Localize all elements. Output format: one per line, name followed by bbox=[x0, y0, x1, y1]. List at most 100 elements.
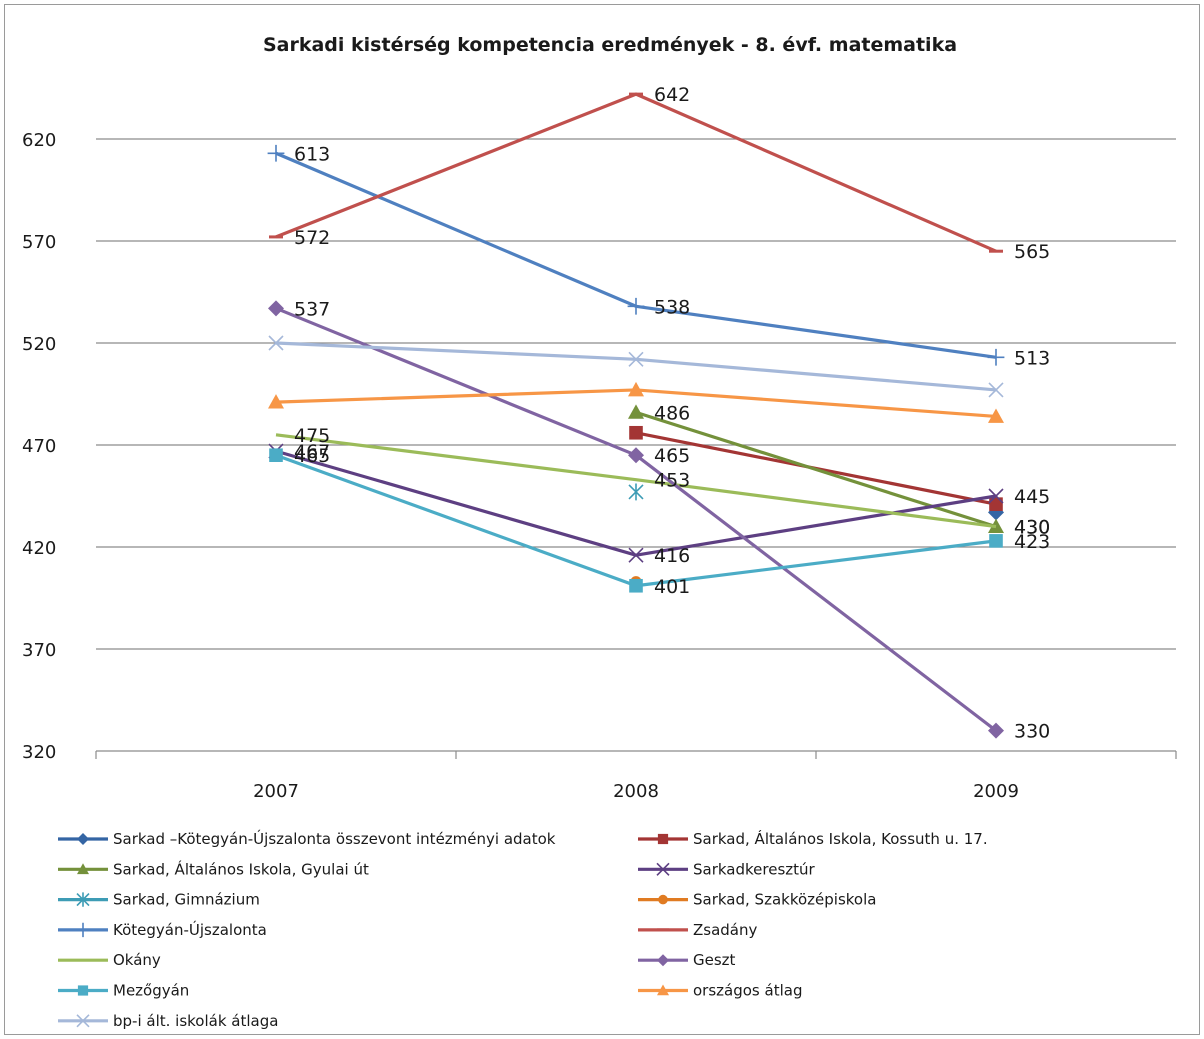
legend-marker bbox=[77, 833, 89, 845]
legend-item-orszagos-atlag: országos átlag bbox=[638, 982, 802, 1000]
legend-item-sarkad-szakkozepiskola: Sarkad, Szakközépiskola bbox=[638, 891, 876, 909]
series-sarkad-gimnazium bbox=[628, 483, 644, 501]
legend-label: bp-i ált. iskolák átlaga bbox=[113, 1012, 278, 1030]
data-label: 486 bbox=[654, 402, 690, 424]
series-geszt bbox=[268, 300, 1004, 739]
legend: Sarkad –Kötegyán-Újszalonta összevont in… bbox=[58, 829, 988, 1030]
legend-item-bp-i-alt-iskolak-atlaga: bp-i ált. iskolák átlaga bbox=[58, 1012, 278, 1030]
series-line bbox=[275, 453, 997, 588]
data-point bbox=[988, 722, 1004, 739]
legend-marker bbox=[76, 1014, 90, 1028]
chart-title: Sarkadi kistérség kompetencia eredmények… bbox=[263, 34, 957, 56]
legend-marker bbox=[658, 894, 668, 905]
data-labels: 486 430 467 416 445 613 538 513 572 642 565 475 453 4… bbox=[294, 84, 1050, 742]
x-tick-label: 2009 bbox=[973, 781, 1019, 802]
data-point bbox=[987, 348, 1005, 366]
x-tick-label: 2007 bbox=[253, 781, 299, 802]
data-point bbox=[989, 534, 1003, 548]
data-label: 613 bbox=[294, 143, 330, 165]
data-label: 430 bbox=[1014, 517, 1050, 539]
data-label: 416 bbox=[654, 545, 690, 567]
y-tick-label: 520 bbox=[22, 334, 56, 355]
data-label: 430 bbox=[1014, 517, 1050, 539]
y-tick-label: 570 bbox=[22, 232, 56, 253]
legend-marker bbox=[656, 862, 670, 876]
data-point bbox=[268, 335, 284, 351]
data-point bbox=[628, 381, 644, 397]
series-line bbox=[275, 433, 997, 529]
series-lines bbox=[267, 92, 1005, 739]
series-bp-i-alt-iskolak-atlaga bbox=[268, 335, 1004, 398]
series-mezogyan bbox=[269, 448, 1003, 593]
legend-label: országos átlag bbox=[693, 982, 802, 1000]
y-tick-label: 370 bbox=[22, 640, 56, 661]
legend-marker bbox=[657, 833, 669, 845]
series-kotegyan-ujszalonta bbox=[267, 144, 1005, 366]
legend-marker bbox=[75, 922, 91, 938]
data-label: 453 bbox=[654, 470, 690, 492]
axes: 320 370 420 470 520 570 620 2007 2008 2009 bbox=[22, 130, 1177, 802]
data-point bbox=[628, 447, 644, 464]
data-label: 475 bbox=[294, 425, 330, 447]
legend-label: Zsadány bbox=[693, 921, 758, 939]
series-line bbox=[275, 92, 997, 253]
series-line bbox=[275, 449, 997, 557]
data-point bbox=[627, 297, 645, 315]
data-label: 538 bbox=[654, 296, 690, 318]
y-tick-label: 420 bbox=[22, 538, 56, 559]
series-line bbox=[635, 410, 997, 529]
data-label: 445 bbox=[1014, 486, 1050, 508]
chart-frame bbox=[4, 4, 1200, 1035]
legend-label: Sarkad, Általános Iskola, Gyulai út bbox=[113, 859, 369, 878]
legend-item-sarkad-altalanos-iskola-gyulai-ut: Sarkad, Általános Iskola, Gyulai út bbox=[58, 859, 369, 878]
data-point bbox=[988, 408, 1004, 423]
data-label: 565 bbox=[1014, 241, 1050, 263]
legend-label: Mezőgyán bbox=[113, 982, 189, 1000]
data-label: 465 bbox=[294, 445, 330, 467]
data-point bbox=[629, 578, 643, 593]
data-label: 537 bbox=[294, 298, 330, 320]
y-tick-label: 470 bbox=[22, 436, 56, 457]
data-point bbox=[269, 448, 283, 462]
legend-item-kotegyan-ujszalonta: Kötegyán-Újszalonta bbox=[58, 920, 267, 939]
data-point bbox=[268, 394, 284, 409]
series-zsadany bbox=[269, 92, 1003, 253]
legend-marker bbox=[77, 863, 89, 875]
data-point bbox=[988, 488, 1004, 504]
legend-marker bbox=[657, 954, 669, 967]
legend-item-sarkad-gimnazium: Sarkad, Gimnázium bbox=[58, 891, 260, 909]
legend-item-sarkad-kotegyan-ujszalonta-osszevont-intezmenyi-adatok: Sarkad –Kötegyán-Újszalonta összevont in… bbox=[58, 829, 556, 848]
data-point bbox=[268, 300, 284, 317]
data-point bbox=[628, 351, 644, 367]
series-line bbox=[275, 306, 997, 732]
legend-item-okany: Okány bbox=[58, 951, 161, 969]
legend-marker bbox=[657, 984, 669, 996]
legend-label: Sarkad, Általános Iskola, Kossuth u. 17. bbox=[693, 829, 988, 848]
legend-item-sarkad-altalanos-iskola-kossuth-u-17: Sarkad, Általános Iskola, Kossuth u. 17. bbox=[638, 829, 988, 848]
legend-label: Okány bbox=[113, 951, 161, 969]
data-label: 465 bbox=[654, 445, 690, 467]
data-label: 401 bbox=[654, 576, 690, 598]
legend-label: Sarkad, Szakközépiskola bbox=[693, 891, 876, 909]
data-label: 330 bbox=[1014, 721, 1050, 743]
data-label: 572 bbox=[294, 227, 330, 249]
series-okany bbox=[275, 433, 997, 529]
data-label: 513 bbox=[1014, 347, 1050, 369]
legend-item-sarkadkeresztur: Sarkadkeresztúr bbox=[638, 860, 816, 878]
y-tick-label: 620 bbox=[22, 130, 56, 151]
legend-marker bbox=[76, 892, 90, 907]
legend-item-mezogyan: Mezőgyán bbox=[58, 982, 189, 1000]
series-orszagos-atlag bbox=[268, 381, 1004, 423]
legend-label: Geszt bbox=[693, 951, 736, 969]
x-tick-label: 2008 bbox=[613, 781, 659, 802]
data-point bbox=[629, 425, 643, 440]
data-point bbox=[988, 382, 1004, 398]
data-label: 467 bbox=[294, 441, 330, 463]
data-point bbox=[628, 404, 644, 419]
legend-item-geszt: Geszt bbox=[638, 951, 736, 969]
data-point bbox=[628, 547, 644, 563]
data-point bbox=[628, 483, 644, 501]
legend-label: Sarkadkeresztúr bbox=[693, 860, 816, 878]
data-point bbox=[267, 144, 285, 162]
